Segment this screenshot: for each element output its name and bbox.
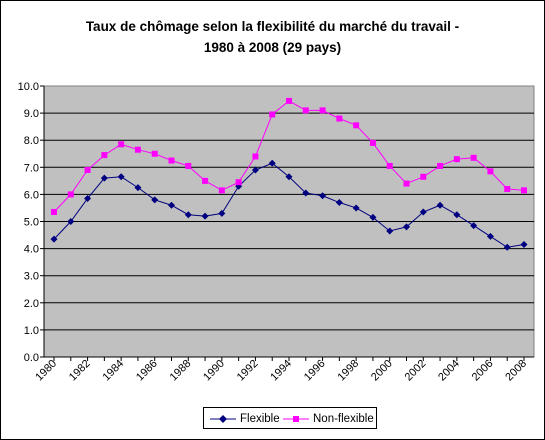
data-point-flexible bbox=[335, 199, 343, 207]
data-point-flexible bbox=[151, 196, 159, 204]
data-point-non-flexible bbox=[134, 146, 141, 153]
gridlines bbox=[44, 112, 534, 331]
x-tick-label: 1984 bbox=[100, 358, 126, 384]
data-point-flexible bbox=[520, 241, 528, 249]
y-tick-label: 10.0 bbox=[18, 81, 39, 93]
data-point-non-flexible bbox=[453, 156, 460, 163]
x-tick-label: 1986 bbox=[134, 358, 160, 384]
data-point-non-flexible bbox=[51, 209, 57, 216]
data-point-non-flexible bbox=[286, 97, 292, 104]
legend-marker-flexible bbox=[210, 415, 236, 423]
x-axis-tick-labels: 1980 1982 1984 1986 1988 1990 1992 1994 1996 1998… bbox=[33, 358, 529, 384]
legend-item-non-flexible: Non-flexible bbox=[283, 411, 374, 427]
chart-title-line2: 1980 à 2008 (29 pays) bbox=[203, 40, 342, 55]
data-point-flexible bbox=[184, 211, 192, 219]
x-tick-label: 1996 bbox=[302, 358, 328, 384]
data-point-non-flexible bbox=[487, 168, 494, 175]
data-point-non-flexible bbox=[202, 177, 209, 184]
data-point-flexible bbox=[100, 174, 108, 182]
data-point-flexible bbox=[319, 192, 327, 200]
data-point-non-flexible bbox=[504, 185, 511, 192]
data-point-flexible bbox=[503, 243, 511, 251]
x-tick-label: 2002 bbox=[403, 358, 429, 384]
data-point-flexible bbox=[369, 213, 377, 221]
data-point-flexible bbox=[419, 208, 427, 216]
axes bbox=[40, 85, 534, 361]
data-point-non-flexible bbox=[386, 162, 393, 169]
data-point-non-flexible bbox=[420, 173, 427, 180]
y-tick-label: 0.0 bbox=[24, 352, 39, 364]
data-point-non-flexible bbox=[84, 167, 91, 174]
data-point-non-flexible bbox=[403, 180, 410, 187]
x-tick-label: 2000 bbox=[369, 358, 395, 384]
data-point-non-flexible bbox=[118, 141, 125, 148]
data-point-flexible bbox=[201, 212, 209, 220]
legend-label-non-flexible: Non-flexible bbox=[313, 413, 374, 425]
data-point-non-flexible bbox=[67, 191, 74, 198]
data-point-flexible bbox=[285, 173, 293, 181]
y-axis-tick-labels: 0.0 1.0 2.0 3.0 4.0 5.0 6.0 7.0 8.0 9.0 10.0 bbox=[18, 81, 39, 364]
x-tick-label: 1990 bbox=[201, 358, 227, 384]
data-point-flexible bbox=[436, 201, 444, 209]
y-tick-label: 5.0 bbox=[24, 217, 39, 229]
data-point-non-flexible bbox=[252, 153, 259, 160]
data-point-non-flexible bbox=[521, 187, 527, 194]
data-point-non-flexible bbox=[151, 150, 158, 157]
data-point-flexible bbox=[453, 211, 461, 219]
x-tick-label: 1992 bbox=[235, 358, 261, 384]
data-point-non-flexible bbox=[353, 122, 360, 129]
data-point-flexible bbox=[134, 184, 142, 192]
legend: Flexible Non-flexible bbox=[203, 407, 377, 429]
data-point-non-flexible bbox=[168, 157, 175, 164]
y-tick-label: 3.0 bbox=[24, 271, 39, 283]
data-point-flexible bbox=[302, 189, 310, 197]
chart-title-line1: Taux de chômage selon la flexibilité du … bbox=[85, 19, 460, 34]
data-point-non-flexible bbox=[369, 139, 376, 146]
data-point-non-flexible bbox=[336, 115, 343, 122]
data-point-flexible bbox=[352, 204, 360, 212]
y-tick-label: 6.0 bbox=[24, 189, 39, 201]
x-tick-label: 2008 bbox=[503, 358, 529, 384]
y-tick-label: 1.0 bbox=[24, 325, 39, 337]
data-point-flexible bbox=[268, 159, 276, 167]
data-point-flexible bbox=[403, 223, 410, 231]
y-tick-label: 9.0 bbox=[24, 108, 39, 120]
x-tick-label: 1982 bbox=[67, 358, 93, 384]
data-point-non-flexible bbox=[437, 162, 444, 169]
data-point-non-flexible bbox=[101, 152, 108, 159]
x-tick-label: 1998 bbox=[335, 358, 361, 384]
data-point-flexible bbox=[386, 227, 394, 235]
data-point-flexible bbox=[218, 209, 226, 217]
legend-label-flexible: Flexible bbox=[240, 413, 280, 425]
legend-marker-non-flexible bbox=[283, 416, 309, 422]
y-tick-label: 4.0 bbox=[24, 244, 39, 256]
data-point-flexible bbox=[486, 232, 494, 240]
data-point-flexible bbox=[470, 222, 478, 230]
series-layer bbox=[50, 97, 528, 251]
data-point-flexible bbox=[67, 218, 75, 225]
x-tick-label: 1988 bbox=[168, 358, 194, 384]
data-point-non-flexible bbox=[319, 107, 326, 114]
y-tick-label: 8.0 bbox=[24, 135, 39, 147]
data-point-flexible bbox=[84, 194, 92, 202]
chart-title: Taux de chômage selon la flexibilité du … bbox=[0, 16, 545, 58]
y-tick-label: 2.0 bbox=[24, 298, 39, 310]
data-point-flexible bbox=[117, 173, 125, 181]
x-tick-label: 1994 bbox=[268, 358, 294, 384]
data-point-non-flexible bbox=[235, 179, 242, 186]
x-tick-label: 2006 bbox=[470, 358, 496, 384]
data-point-non-flexible bbox=[185, 162, 192, 169]
data-point-non-flexible bbox=[269, 111, 276, 118]
data-point-non-flexible bbox=[302, 107, 309, 114]
y-tick-label: 7.0 bbox=[24, 162, 39, 174]
data-point-flexible bbox=[50, 235, 58, 243]
data-point-non-flexible bbox=[218, 187, 225, 194]
x-tick-label: 2004 bbox=[436, 358, 462, 384]
legend-item-flexible: Flexible bbox=[210, 411, 280, 427]
data-point-flexible bbox=[168, 201, 175, 209]
data-point-flexible bbox=[251, 166, 259, 174]
data-point-non-flexible bbox=[470, 154, 477, 161]
